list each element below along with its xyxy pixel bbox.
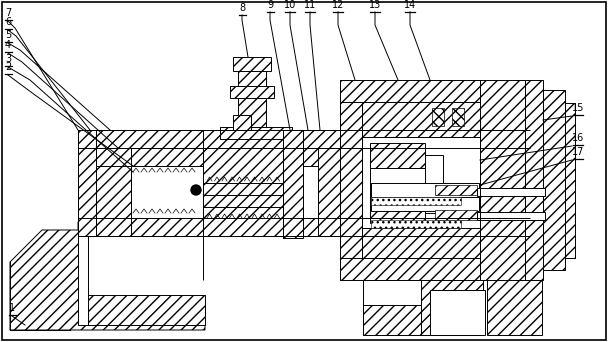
Text: 15: 15 (572, 103, 584, 113)
Text: 11: 11 (304, 0, 316, 10)
Bar (203, 183, 371, 195)
Bar (363, 305, 421, 335)
Text: 1: 1 (9, 303, 15, 313)
Bar (303, 148, 318, 166)
Bar (362, 102, 480, 137)
Bar (238, 98, 266, 133)
Bar (340, 102, 362, 258)
Bar (477, 188, 545, 196)
Bar (525, 80, 543, 280)
Bar (371, 220, 461, 228)
Text: 16: 16 (572, 133, 584, 143)
Bar (233, 115, 251, 130)
Bar (370, 143, 425, 168)
Text: 9: 9 (267, 0, 273, 10)
Bar (78, 130, 528, 148)
Bar (565, 103, 575, 258)
Bar (340, 258, 505, 280)
Bar (425, 155, 443, 213)
Text: 4: 4 (5, 40, 11, 50)
Bar (203, 148, 283, 236)
Bar (303, 148, 318, 236)
Bar (238, 71, 266, 86)
Bar (78, 218, 528, 236)
Text: 6: 6 (5, 17, 11, 27)
Bar (283, 130, 303, 238)
Bar (371, 183, 479, 197)
Text: 8: 8 (239, 3, 245, 13)
Bar (430, 290, 485, 335)
Bar (543, 90, 565, 270)
Bar (78, 230, 88, 325)
Bar (131, 148, 203, 166)
Text: 2: 2 (5, 62, 11, 72)
Bar (432, 108, 444, 126)
Bar (96, 166, 131, 218)
Text: 5: 5 (5, 30, 11, 40)
Bar (487, 280, 542, 335)
Bar (480, 80, 525, 280)
Bar (452, 108, 464, 126)
Bar (78, 130, 96, 236)
Bar (131, 166, 203, 218)
Bar (131, 218, 203, 236)
Text: 7: 7 (5, 8, 11, 18)
Bar (303, 218, 318, 236)
Bar (230, 86, 274, 98)
Bar (363, 280, 483, 335)
Bar (96, 148, 131, 236)
Text: 17: 17 (572, 147, 584, 157)
Bar (362, 137, 480, 228)
Bar (203, 195, 371, 207)
Text: 3: 3 (5, 54, 11, 64)
Bar (371, 197, 479, 211)
Bar (233, 57, 271, 71)
Text: 12: 12 (332, 0, 344, 10)
Circle shape (191, 185, 201, 195)
Bar (435, 210, 477, 220)
Text: 13: 13 (369, 0, 381, 10)
Bar (318, 148, 340, 236)
Text: 14: 14 (404, 0, 416, 10)
Bar (340, 80, 525, 102)
Bar (362, 228, 480, 258)
Bar (220, 127, 292, 139)
Text: 10: 10 (284, 0, 296, 10)
Bar (435, 185, 477, 195)
Bar (88, 295, 205, 325)
Bar (363, 280, 421, 305)
Bar (370, 168, 425, 198)
Polygon shape (10, 222, 205, 330)
Bar (371, 197, 461, 205)
Bar (370, 198, 425, 223)
Bar (477, 212, 545, 220)
